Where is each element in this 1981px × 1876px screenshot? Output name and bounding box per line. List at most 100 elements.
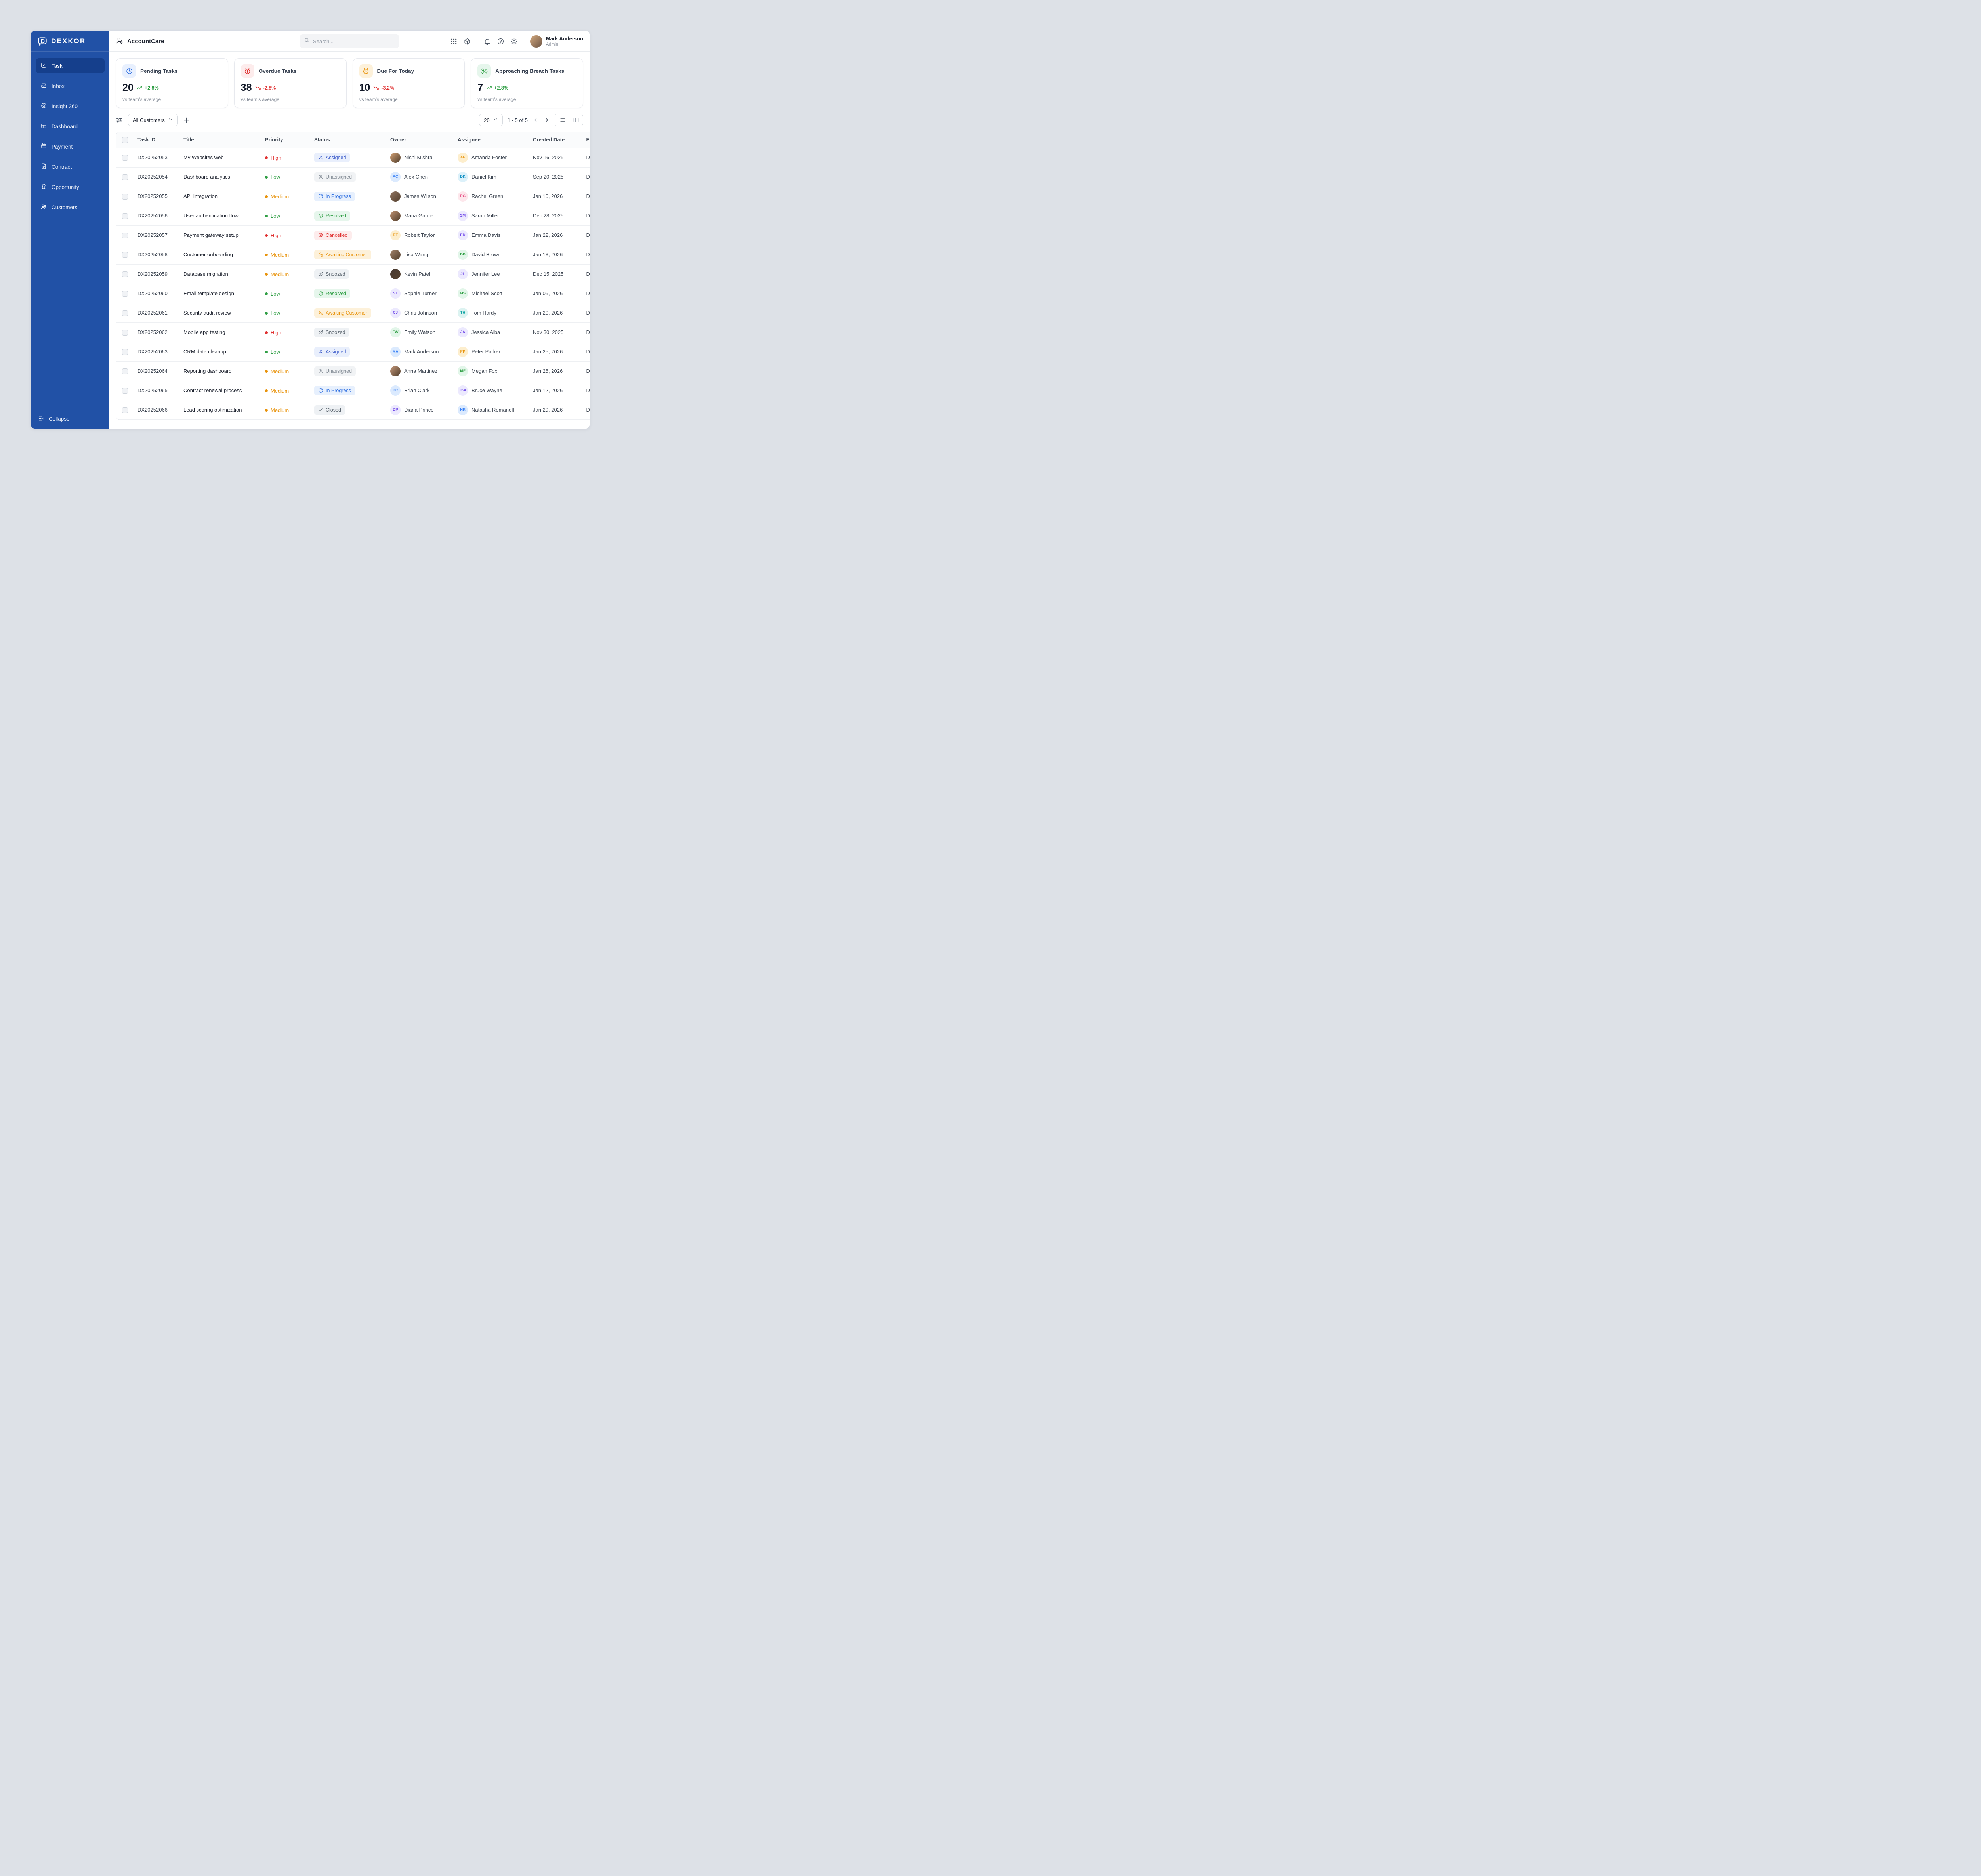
owner-cell: DP Diana Prince [386, 400, 454, 420]
notifications-bell-icon[interactable] [483, 38, 491, 45]
created-date-cell: Jan 10, 2026 [529, 187, 582, 206]
opportunity-icon [40, 183, 47, 191]
task-id-cell: DX20252065 [134, 381, 179, 400]
sidebar-item-insight-360[interactable]: Insight 360 [36, 99, 105, 114]
sidebar-item-payment[interactable]: Payment [36, 139, 105, 154]
column-header-task-id[interactable]: Task ID [134, 132, 179, 148]
assignee-cell: MS Michael Scott [454, 284, 529, 303]
row-checkbox[interactable] [122, 213, 128, 219]
table-row[interactable]: DX20252053 My Websites web High Assigned Nis… [116, 148, 590, 168]
task-id-cell: DX20252062 [134, 322, 179, 342]
table-row[interactable]: DX20252060 Email template design Low Resolv… [116, 284, 590, 303]
column-header-priority[interactable]: Priority [261, 132, 310, 148]
column-header-title[interactable]: Title [179, 132, 261, 148]
overdue-alarm-icon [240, 64, 254, 78]
column-header-assignee[interactable]: Assignee [454, 132, 529, 148]
priority-cell: Medium [261, 187, 310, 206]
owner-cell: BC Brian Clark [386, 381, 454, 400]
priority-cell: Medium [261, 400, 310, 420]
priority-dot-icon [265, 234, 268, 237]
column-header-clipped[interactable]: F [582, 132, 590, 148]
sidebar: DEXKOR Task Inbox Insight 360 Dashboard … [31, 31, 109, 429]
priority-cell: High [261, 225, 310, 245]
table-row[interactable]: DX20252063 CRM data cleanup Low Assigned MA M… [116, 342, 590, 362]
table-row[interactable]: DX20252055 API Integration Medium In Progre… [116, 187, 590, 206]
sidebar-menu: Task Inbox Insight 360 Dashboard Payment… [31, 52, 109, 409]
table-row[interactable]: DX20252058 Customer onboarding Medium Await… [116, 245, 590, 265]
status-icon [318, 233, 323, 238]
row-checkbox[interactable] [122, 252, 128, 258]
sidebar-item-dashboard[interactable]: Dashboard [36, 119, 105, 134]
board-view-icon[interactable] [569, 114, 583, 126]
help-icon[interactable] [497, 38, 504, 45]
apps-grid-icon[interactable] [450, 38, 458, 45]
table-row[interactable]: DX20252061 Security audit review Low Awaiti… [116, 303, 590, 323]
row-checkbox[interactable] [122, 232, 128, 238]
table-row[interactable]: DX20252059 Database migration Medium Snooze… [116, 264, 590, 284]
column-header-created-date[interactable]: Created Date [529, 132, 582, 148]
select-all-checkbox[interactable] [122, 137, 128, 143]
sidebar-item-label: Contract [52, 164, 72, 170]
sidebar-item-contract[interactable]: Contract [36, 159, 105, 174]
page-size-select[interactable]: 20 [479, 114, 503, 126]
search-input[interactable] [313, 38, 395, 44]
sidebar-collapse-button[interactable]: Collapse [31, 409, 109, 429]
product-box-icon[interactable] [464, 38, 471, 45]
page-next-icon[interactable] [544, 117, 550, 123]
priority-cell: High [261, 322, 310, 342]
column-header-owner[interactable]: Owner [386, 132, 454, 148]
table-row[interactable]: DX20252062 Mobile app testing High Snoozed E… [116, 322, 590, 342]
column-header-status[interactable]: Status [310, 132, 386, 148]
sidebar-item-customers[interactable]: Customers [36, 200, 105, 215]
settings-gear-icon[interactable] [510, 38, 518, 45]
row-checkbox[interactable] [122, 271, 128, 277]
table-row[interactable]: DX20252056 User authentication flow Low Res… [116, 206, 590, 226]
sidebar-item-task[interactable]: Task [36, 58, 105, 73]
created-date-cell: Jan 22, 2026 [529, 225, 582, 245]
row-checkbox[interactable] [122, 310, 128, 316]
table-row[interactable]: DX20252054 Dashboard analytics Low Unassign… [116, 167, 590, 187]
avatar-initials: BC [390, 385, 401, 396]
sidebar-item-opportunity[interactable]: Opportunity [36, 179, 105, 194]
row-checkbox[interactable] [122, 290, 128, 297]
assignee-cell: JL Jennifer Lee [454, 264, 529, 284]
row-checkbox[interactable] [122, 407, 128, 413]
avatar-photo [390, 249, 401, 260]
row-checkbox[interactable] [122, 154, 128, 161]
row-checkbox[interactable] [122, 387, 128, 394]
row-checkbox[interactable] [122, 193, 128, 200]
customer-filter-select[interactable]: All Customers [128, 114, 178, 126]
sidebar-item-inbox[interactable]: Inbox [36, 78, 105, 93]
filter-sliders-icon[interactable] [116, 116, 123, 124]
page-previous-icon[interactable] [532, 117, 539, 123]
status-cell: Snoozed [310, 264, 386, 284]
table-row[interactable]: DX20252057 Payment gateway setup High Cance… [116, 225, 590, 245]
avatar-initials: MF [458, 366, 468, 376]
avatar-initials: RG [458, 191, 468, 202]
owner-cell: CJ Chris Johnson [386, 303, 454, 323]
task-id-cell: DX20252058 [134, 245, 179, 265]
created-date-cell: Jan 18, 2026 [529, 245, 582, 265]
add-button[interactable] [183, 116, 190, 124]
list-view-icon[interactable] [555, 114, 569, 126]
row-checkbox[interactable] [122, 329, 128, 336]
table-row[interactable]: DX20252064 Reporting dashboard Medium Unass… [116, 361, 590, 381]
clipped-cell: D [582, 264, 590, 284]
trend-down-icon: -2.8% [255, 85, 276, 91]
sidebar-item-label: Insight 360 [52, 103, 78, 109]
status-icon [318, 407, 323, 412]
table-row[interactable]: DX20252065 Contract renewal process Medium… [116, 381, 590, 400]
priority-dot-icon [265, 156, 268, 159]
row-checkbox[interactable] [122, 349, 128, 355]
created-date-cell: Nov 30, 2025 [529, 322, 582, 342]
stat-value: 20 [122, 82, 134, 93]
task-id-cell: DX20252056 [134, 206, 179, 226]
status-icon [318, 368, 323, 374]
row-checkbox[interactable] [122, 368, 128, 374]
user-menu[interactable]: Mark Anderson Admin [530, 35, 583, 48]
row-checkbox[interactable] [122, 174, 128, 180]
status-icon [318, 155, 323, 160]
priority-dot-icon [265, 350, 268, 353]
table-row[interactable]: DX20252066 Lead scoring optimization Mediu… [116, 400, 590, 420]
priority-dot-icon [265, 331, 268, 334]
